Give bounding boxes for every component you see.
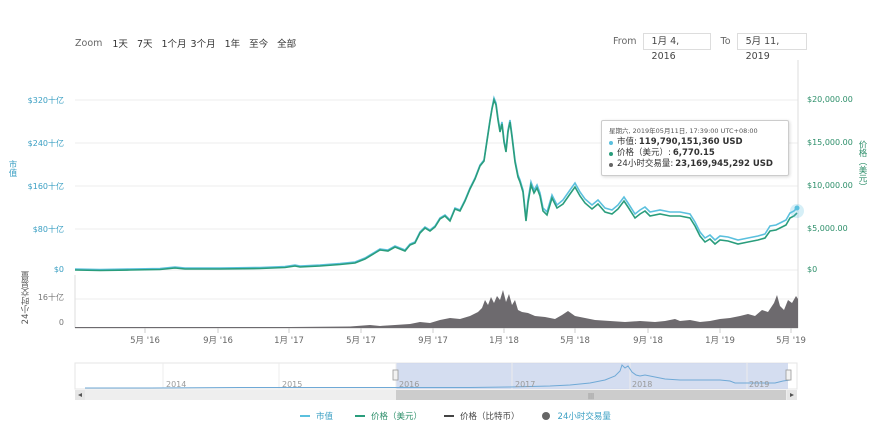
from-label: From <box>613 36 637 47</box>
scrollbar-thumb <box>396 390 786 400</box>
x-tick: 1月 '17 <box>274 336 304 346</box>
market-cap-dot-icon <box>609 140 613 145</box>
range-7d-button[interactable]: 7天 <box>136 39 153 50</box>
x-tick: 9月 '16 <box>203 336 233 346</box>
range-selector: Zoom 1天 7天 1个月 3个月 1年 至今 全部 <box>75 36 305 51</box>
navigator: ||| <box>74 362 798 400</box>
svg-text:|||: ||| <box>588 393 594 400</box>
range-1m-button[interactable]: 1个月 <box>161 39 187 50</box>
left-axis-title: 市值 <box>7 160 17 177</box>
left-tick: $160十亿 <box>27 182 64 191</box>
right-tick: $5,000.00 <box>807 224 848 233</box>
line-icon <box>444 415 455 417</box>
from-date-input[interactable]: 1月 4, 2016 <box>642 33 711 62</box>
right-tick: $0 <box>807 265 818 274</box>
right-axis-title: 价格（美元） <box>857 140 867 191</box>
x-tick: 9月 '18 <box>633 336 663 346</box>
volume-tick: 16十亿 <box>37 293 64 302</box>
legend-item-price-btc[interactable]: 价格（比特币） <box>444 410 520 422</box>
range-ytd-button[interactable]: 至今 <box>249 39 269 50</box>
right-tick: $20,000.00 <box>807 95 853 104</box>
range-1y-button[interactable]: 1年 <box>224 39 241 50</box>
price-dot-icon <box>609 151 613 156</box>
range-3m-button[interactable]: 3个月 <box>190 39 216 50</box>
legend-item-market-cap[interactable]: 市值 <box>300 410 333 422</box>
hover-marker-halo <box>790 204 804 218</box>
navigator-left-handle <box>392 369 399 381</box>
x-tick-marks <box>144 328 792 333</box>
x-tick: 5月 '19 <box>776 336 806 346</box>
navigator-year: 2017 <box>515 380 536 389</box>
x-tick: 1月 '19 <box>705 336 735 346</box>
volume-dot-icon <box>609 162 613 167</box>
legend-item-volume[interactable]: 24小时交易量 <box>541 410 611 422</box>
navigator-selection <box>396 363 788 389</box>
left-tick: $0 <box>53 265 64 274</box>
x-tick: 9月 '17 <box>418 336 448 346</box>
range-1d-button[interactable]: 1天 <box>112 39 128 50</box>
volume-tick: 0 <box>58 318 64 327</box>
navigator-year: 2019 <box>749 380 770 389</box>
tooltip-row-price: 价格（美元）: 6,770.15 <box>609 148 781 159</box>
tooltip-row-market-cap: 市值: 119,790,151,360 USD <box>609 137 781 148</box>
to-date-input[interactable]: 5月 11, 2019 <box>736 33 807 62</box>
navigator-year: 2018 <box>632 380 653 389</box>
date-range: From 1月 4, 2016 To 5月 11, 2019 <box>613 33 817 62</box>
tooltip: 星期六, 2019年05月11日, 17:39:00 UTC+08:00 市值:… <box>601 120 789 176</box>
right-tick: $10,000.00 <box>807 181 853 190</box>
tooltip-date: 星期六, 2019年05月11日, 17:39:00 UTC+08:00 <box>609 127 758 135</box>
x-tick: 5月 '18 <box>560 336 590 346</box>
legend-item-price-usd[interactable]: 价格（美元） <box>355 410 422 422</box>
right-tick: $15,000.00 <box>807 138 853 147</box>
left-tick: $320十亿 <box>27 96 64 105</box>
x-tick: 1月 '18 <box>489 336 519 346</box>
navigator-year: 2016 <box>399 380 420 389</box>
navigator-right-handle <box>785 369 792 381</box>
left-tick: $240十亿 <box>27 139 64 148</box>
volume-series <box>75 290 798 328</box>
navigator-year: 2014 <box>166 380 187 389</box>
price-usd-series <box>74 97 798 272</box>
left-tick: $80十亿 <box>32 225 64 234</box>
legend: 市值 价格（美元） 价格（比特币） 24小时交易量 <box>300 410 633 422</box>
range-all-button[interactable]: 全部 <box>277 39 297 50</box>
gridlines <box>75 99 798 300</box>
hover-marker <box>794 205 800 211</box>
line-icon <box>355 415 366 417</box>
line-icon <box>300 415 310 417</box>
zoom-label: Zoom <box>75 37 103 49</box>
tooltip-row-volume: 24小时交易量: 23,169,945,292 USD <box>609 159 781 170</box>
circle-icon <box>541 412 550 420</box>
x-tick: 5月 '17 <box>346 336 376 346</box>
navigator-year: 2015 <box>282 380 303 389</box>
to-label: To <box>720 36 731 47</box>
x-tick: 5月 '16 <box>130 336 160 346</box>
